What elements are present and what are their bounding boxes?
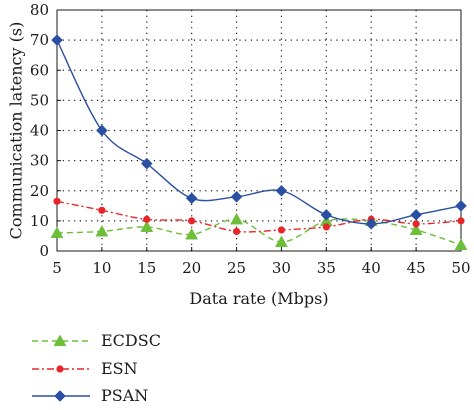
x-tick-label: 40 bbox=[362, 259, 381, 277]
data-point-psan bbox=[365, 218, 378, 230]
series-line-esn bbox=[56, 200, 462, 233]
data-point-psan bbox=[51, 34, 63, 46]
grid-lines bbox=[57, 10, 461, 251]
data-point-ecdsc bbox=[454, 238, 468, 251]
data-point-ecdsc bbox=[95, 224, 109, 237]
y-axis-title: Communication latency (s) bbox=[7, 22, 26, 240]
series-esn bbox=[53, 197, 465, 236]
x-tick-label: 25 bbox=[227, 259, 246, 277]
y-tick-label: 60 bbox=[30, 61, 49, 79]
data-point-ecdsc bbox=[50, 226, 64, 238]
series-group bbox=[50, 34, 468, 251]
y-tick-label: 80 bbox=[30, 1, 49, 19]
data-point-esn bbox=[143, 215, 151, 223]
legend-label: ESN bbox=[101, 359, 138, 378]
y-tick-label: 70 bbox=[30, 31, 49, 49]
x-tick-label: 35 bbox=[317, 259, 336, 277]
legend-item-ecdsc: ECDSC bbox=[32, 331, 161, 350]
legend-item-esn: ESN bbox=[32, 359, 138, 378]
data-point-psan bbox=[455, 199, 467, 212]
data-point-ecdsc bbox=[275, 235, 288, 248]
y-tick-label: 10 bbox=[30, 212, 49, 230]
legend-marker bbox=[53, 334, 67, 347]
data-point-ecdsc bbox=[230, 212, 243, 225]
y-tick-label: 50 bbox=[30, 91, 49, 109]
y-tick-label: 30 bbox=[30, 152, 49, 170]
legend-label: PSAN bbox=[101, 386, 148, 405]
x-tick-label: 45 bbox=[407, 259, 426, 277]
x-tick-label: 30 bbox=[272, 259, 291, 277]
legend: ECDSC ESN PSAN bbox=[32, 331, 161, 405]
data-point-psan bbox=[96, 124, 108, 137]
data-point-ecdsc bbox=[409, 223, 423, 235]
data-point-psan bbox=[320, 208, 333, 221]
y-tick-label: 40 bbox=[30, 122, 49, 140]
series-psan bbox=[51, 34, 467, 230]
data-point-psan bbox=[140, 157, 153, 170]
x-tick-label: 50 bbox=[451, 259, 470, 277]
data-point-esn bbox=[412, 220, 420, 228]
legend-label: ECDSC bbox=[101, 331, 161, 350]
legend-marker bbox=[54, 390, 66, 402]
data-point-psan bbox=[275, 184, 288, 197]
data-point-ecdsc bbox=[185, 227, 199, 240]
data-point-psan bbox=[410, 208, 422, 221]
x-tick-label: 10 bbox=[92, 259, 111, 277]
y-tick-label: 20 bbox=[30, 182, 49, 200]
data-point-esn bbox=[53, 197, 61, 205]
x-tick-label: 20 bbox=[182, 259, 201, 277]
data-point-esn bbox=[98, 206, 106, 214]
x-axis-title: Data rate (Mbps) bbox=[189, 289, 328, 308]
plot-frame bbox=[56, 9, 462, 252]
x-tick-label: 15 bbox=[137, 259, 156, 277]
x-tick-label: 5 bbox=[52, 259, 62, 277]
legend-item-psan: PSAN bbox=[32, 386, 148, 405]
axis-ticks: 5 10 15 20 25 30 35 40 45 50 0 10 20 30 40 50 60 70 80 bbox=[30, 1, 471, 277]
data-point-esn bbox=[277, 226, 286, 234]
data-point-ecdsc bbox=[140, 220, 154, 232]
series-line-psan bbox=[56, 39, 462, 225]
y-tick-label: 0 bbox=[39, 242, 49, 260]
data-point-psan bbox=[230, 190, 243, 203]
data-point-esn bbox=[322, 223, 330, 231]
legend-marker bbox=[56, 365, 64, 373]
data-point-esn bbox=[457, 217, 465, 225]
data-point-esn bbox=[188, 217, 196, 225]
series-line-ecdsc bbox=[56, 218, 462, 246]
data-point-esn bbox=[232, 227, 241, 236]
data-point-psan bbox=[185, 192, 198, 205]
